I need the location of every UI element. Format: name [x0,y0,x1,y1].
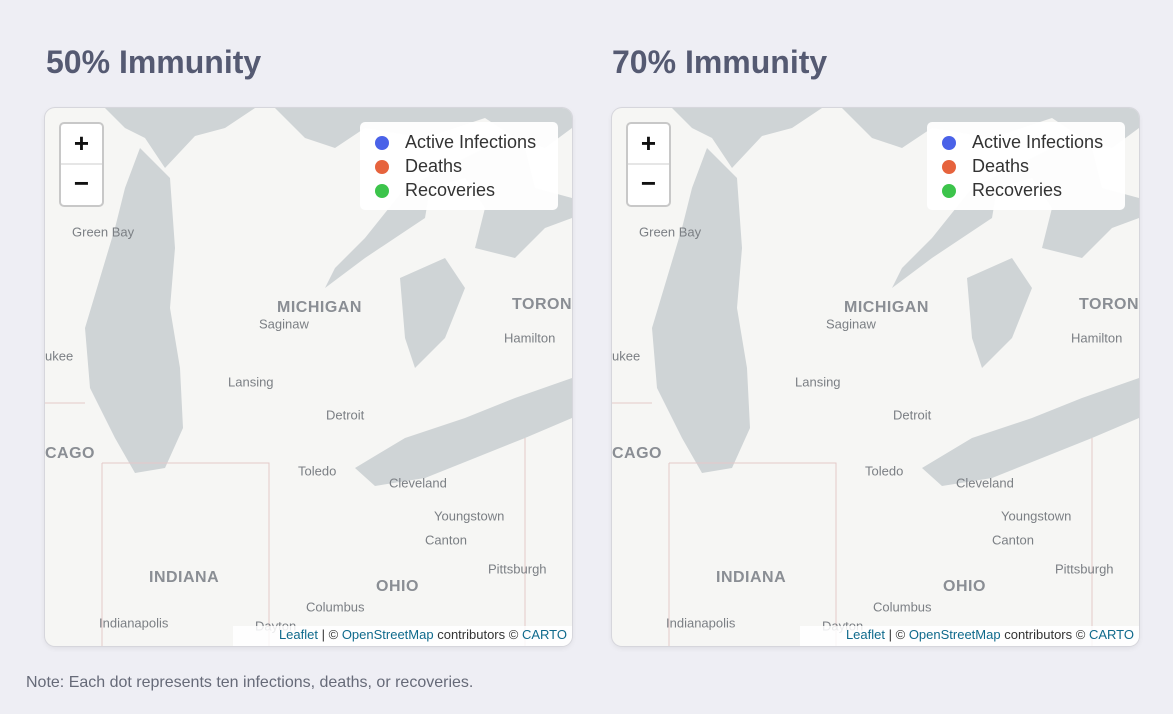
zoom-in-button[interactable]: + [641,128,656,158]
place-label: TORON [512,296,572,313]
legend-dot [942,160,956,174]
legend-label: Deaths [972,156,1029,176]
place-label: CAGO [612,445,662,462]
place-label: OHIO [943,578,986,595]
place-label: OHIO [376,578,419,595]
place-label: Toledo [865,463,903,478]
legend-dot [375,184,389,198]
lake [105,108,255,168]
place-label: Cleveland [956,475,1014,490]
place-label: Lansing [795,374,841,389]
place-label: Detroit [326,407,365,422]
legend-dot [942,184,956,198]
place-label: Canton [992,532,1034,547]
place-label: Youngstown [1001,508,1071,523]
border [612,402,1093,646]
place-label: Green Bay [72,224,135,239]
attribution-part[interactable]: OpenStreetMap [342,627,434,642]
place-label: MICHIGAN [277,299,362,316]
place-label: Cleveland [389,475,447,490]
lake [672,108,822,168]
place-label: Youngstown [434,508,504,523]
place-label: ukee [45,348,73,363]
lake [967,258,1032,368]
attribution-part: contributors © [437,627,519,642]
place-label: Hamilton [504,330,555,345]
place-label: TORON [1079,296,1139,313]
place-label: Columbus [306,599,365,614]
place-label: INDIANA [716,569,786,586]
legend-label: Recoveries [972,180,1062,200]
attribution-part[interactable]: OpenStreetMap [909,627,1001,642]
lake [85,148,183,473]
lake [652,148,750,473]
legend-label: Deaths [405,156,462,176]
attribution-part: | © [322,627,339,642]
place-label: Lansing [228,374,274,389]
attribution-box [800,626,1139,646]
place-label: Toledo [298,463,336,478]
attribution-box [233,626,572,646]
place-label: Detroit [893,407,932,422]
attribution-part[interactable]: CARTO [1089,627,1134,642]
place-label: Saginaw [826,316,876,331]
attribution-part: | © [889,627,906,642]
lake [922,378,1139,486]
attribution: Leaflet | © OpenStreetMap contributors ©… [279,627,567,642]
border [45,402,526,646]
place-label: CAGO [45,445,95,462]
place-label: Columbus [873,599,932,614]
lake [355,378,572,486]
place-label: Pittsburgh [488,561,547,576]
place-label: Canton [425,532,467,547]
attribution-part: contributors © [1004,627,1086,642]
attribution-part[interactable]: CARTO [522,627,567,642]
attribution: Leaflet | © OpenStreetMap contributors ©… [846,627,1134,642]
attribution-part[interactable]: Leaflet [279,627,318,642]
map-panel[interactable]: Green Bay MICHIGAN Saginaw TORON Hamilton uke… [45,108,572,646]
place-label: INDIANA [149,569,219,586]
place-label: Green Bay [639,224,702,239]
place-label: ukee [612,348,640,363]
place-label: Pittsburgh [1055,561,1114,576]
legend-dot [942,136,956,150]
place-label: MICHIGAN [844,299,929,316]
zoom-in-button[interactable]: + [74,128,89,158]
map-title: 50% Immunity [46,44,262,80]
place-label: Saginaw [259,316,309,331]
legend-dot [375,160,389,174]
attribution-part[interactable]: Leaflet [846,627,885,642]
place-label: Indianapolis [666,615,736,630]
zoom-out-button[interactable]: − [74,168,89,198]
note: Note: Each dot represents ten infections… [26,674,474,691]
map-title: 70% Immunity [612,44,828,80]
legend-box [927,122,1125,210]
legend-box [360,122,558,210]
place-label: Hamilton [1071,330,1122,345]
legend-dot [375,136,389,150]
zoom-out-button[interactable]: − [641,168,656,198]
place-label: Indianapolis [99,615,169,630]
map-panel[interactable]: Green Bay MICHIGAN Saginaw TORON Hamilton uke… [612,108,1139,646]
legend-label: Recoveries [405,180,495,200]
legend-label: Active Infections [972,132,1103,152]
lake [400,258,465,368]
legend-label: Active Infections [405,132,536,152]
